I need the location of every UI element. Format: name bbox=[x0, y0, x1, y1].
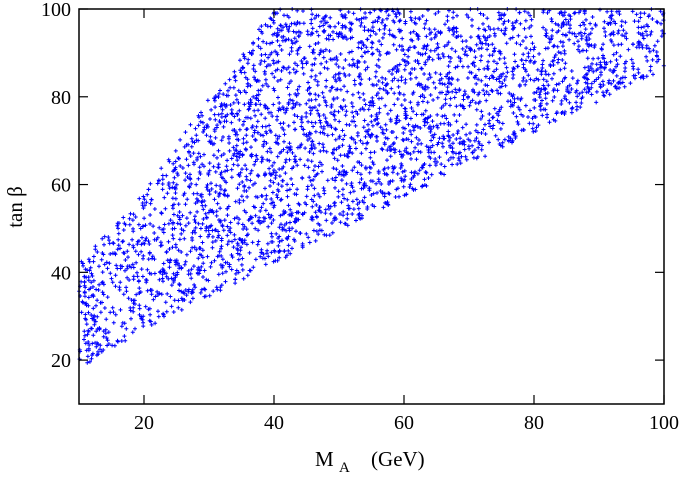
x-axis-label: M A (GeV) bbox=[315, 447, 425, 477]
y-tick-label: 40 bbox=[51, 262, 71, 284]
data-points bbox=[77, 7, 666, 365]
x-axis-label-unit: (GeV) bbox=[371, 447, 425, 471]
x-axis-label-main: M bbox=[315, 447, 334, 471]
y-tick-label: 60 bbox=[51, 175, 71, 197]
scatter-point-markers bbox=[77, 7, 666, 365]
x-tick-label: 60 bbox=[394, 412, 414, 434]
plot-frame bbox=[78, 8, 665, 405]
y-tick-label: 20 bbox=[51, 350, 71, 372]
y-axis-label: tan β bbox=[3, 186, 27, 228]
y-tick-label: 100 bbox=[41, 0, 71, 21]
y-tick-label: 80 bbox=[51, 87, 71, 109]
x-tick-label: 20 bbox=[134, 412, 154, 434]
axis-ticks: 20 40 60 80 100 20 40 60 80 100 bbox=[41, 0, 679, 434]
x-tick-label: 80 bbox=[524, 412, 544, 434]
x-tick-label: 100 bbox=[649, 412, 679, 434]
x-tick-label: 40 bbox=[264, 412, 284, 434]
x-axis-label-subscript: A bbox=[339, 460, 350, 476]
